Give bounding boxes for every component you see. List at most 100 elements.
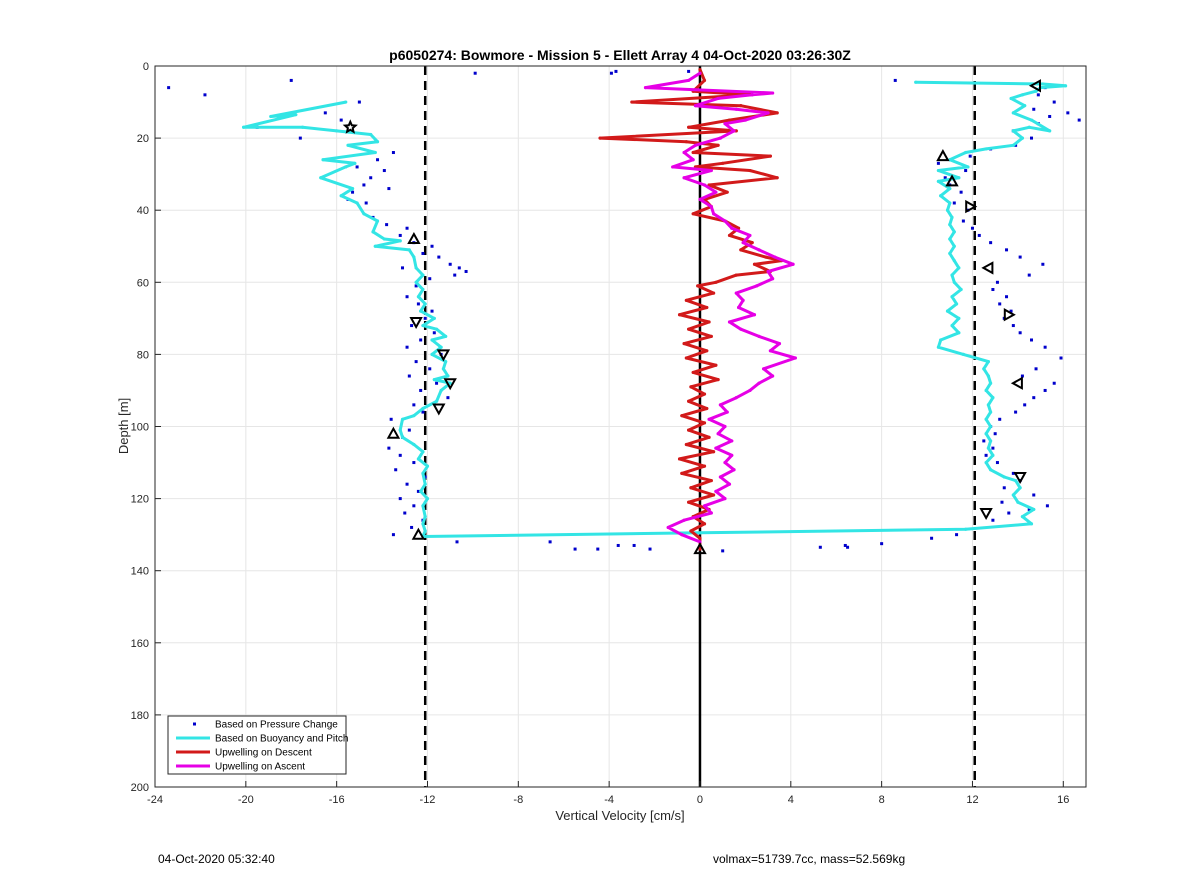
- series-point: [375, 219, 380, 223]
- marker-triangle-up: [386, 426, 401, 439]
- pressure-point: [943, 176, 947, 180]
- pressure-point: [1059, 356, 1063, 360]
- series-point: [702, 183, 707, 187]
- series-point: [939, 338, 943, 342]
- series-point: [984, 460, 988, 465]
- series-point: [693, 143, 698, 147]
- series-point: [689, 486, 693, 490]
- series-point: [691, 212, 695, 216]
- pressure-point: [1030, 338, 1034, 342]
- series-point: [702, 522, 707, 526]
- pressure-point: [843, 543, 847, 547]
- pressure-point: [355, 165, 359, 169]
- pressure-point: [1043, 345, 1047, 349]
- marker-star: [342, 119, 358, 134]
- series-point: [1011, 111, 1015, 115]
- series-point: [950, 215, 954, 220]
- series-point: [957, 266, 961, 270]
- series-point: [414, 280, 418, 284]
- series-point: [707, 417, 711, 421]
- series-point: [709, 204, 713, 209]
- pressure-point: [1018, 255, 1022, 259]
- pressure-point: [414, 284, 418, 288]
- series-point: [677, 313, 682, 317]
- x-tick-label: -8: [513, 794, 523, 806]
- marker-triangle-up: [411, 527, 426, 540]
- pressure-point: [930, 536, 934, 540]
- series-point: [952, 259, 956, 263]
- series-point: [791, 262, 795, 266]
- pressure-point: [412, 461, 416, 465]
- pressure-point: [412, 403, 416, 407]
- marker-triangle-left: [1028, 79, 1041, 93]
- series-point: [723, 219, 727, 223]
- series-point: [344, 165, 348, 169]
- pressure-point: [435, 381, 439, 385]
- series-point: [771, 91, 775, 95]
- pressure-point: [952, 201, 956, 205]
- pressure-point: [1009, 309, 1013, 313]
- series-point: [714, 280, 718, 284]
- series-point: [707, 435, 711, 439]
- series-point: [736, 305, 741, 310]
- x-tick-label: -12: [420, 794, 436, 806]
- series-point: [716, 432, 720, 436]
- legend-item: Upwelling on Descent: [176, 748, 312, 759]
- series-point: [936, 345, 941, 349]
- series-point: [957, 316, 961, 320]
- pressure-point: [391, 151, 395, 155]
- pressure-point: [955, 533, 959, 537]
- series-point: [727, 320, 732, 324]
- y-tick-label: 200: [131, 782, 149, 794]
- series-point: [419, 309, 423, 313]
- pressure-point: [455, 540, 459, 544]
- legend-swatch: [193, 722, 196, 726]
- series-point: [432, 378, 436, 382]
- series-point: [714, 489, 718, 493]
- series-upwelling-on-ascent-points: [643, 71, 797, 544]
- series-point: [948, 251, 952, 256]
- pressure-point: [289, 78, 293, 82]
- series-point: [1048, 129, 1052, 133]
- series-point: [732, 129, 736, 133]
- series-point: [734, 273, 738, 277]
- pressure-point: [453, 273, 457, 277]
- pressure-point: [391, 533, 395, 537]
- pressure-point: [398, 233, 402, 237]
- series-point: [300, 125, 305, 129]
- marker-triangle-down: [443, 378, 457, 391]
- series-point: [407, 248, 411, 252]
- series-point: [684, 356, 688, 360]
- series-point: [989, 424, 993, 429]
- pressure-point: [609, 71, 613, 75]
- series-point: [773, 255, 777, 259]
- series-point: [957, 331, 961, 335]
- pressure-point: [1027, 273, 1031, 277]
- pressure-point: [421, 410, 425, 414]
- footer-info: volmax=51739.7cc, mass=52.569kg: [713, 852, 906, 866]
- pressure-point: [1011, 471, 1015, 475]
- pressure-point: [1066, 111, 1070, 115]
- series-point: [712, 450, 716, 454]
- y-tick-label: 180: [131, 710, 149, 722]
- pressure-point: [1027, 507, 1031, 511]
- series-point: [1020, 93, 1025, 97]
- pressure-point: [964, 169, 968, 173]
- pressure-point: [1000, 500, 1004, 504]
- x-tick-label: -24: [147, 794, 163, 806]
- series-point: [936, 179, 941, 183]
- pressure-point: [369, 176, 373, 180]
- series-point: [712, 291, 716, 295]
- series-point: [687, 428, 691, 432]
- series-point: [423, 482, 427, 486]
- series-point: [952, 244, 956, 248]
- series-point: [416, 295, 421, 299]
- series-point: [771, 374, 775, 378]
- legend-label: Upwelling on Descent: [215, 748, 312, 759]
- series-point: [400, 417, 405, 421]
- pressure-point: [1023, 403, 1027, 407]
- pressure-point: [1020, 374, 1024, 378]
- series-point: [986, 374, 990, 378]
- x-tick-label: 0: [697, 794, 703, 806]
- series-point: [964, 150, 968, 155]
